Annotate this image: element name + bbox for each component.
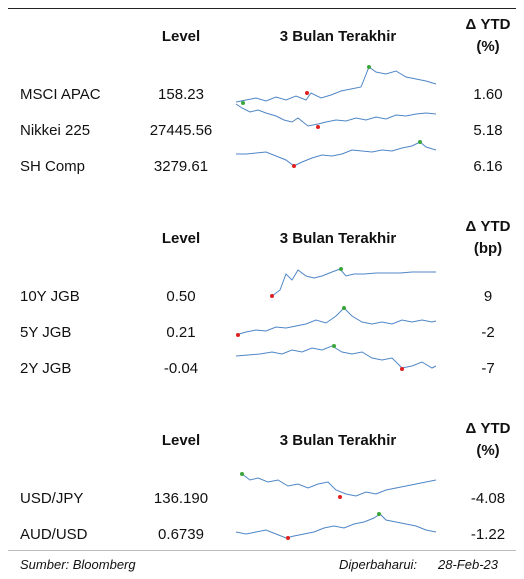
header-unit: (bp)	[473, 240, 503, 257]
row-level: 3279.61	[153, 158, 209, 175]
row-level: -0.04	[163, 360, 199, 377]
sparkline	[235, 101, 437, 129]
row-ytd: 6.16	[473, 158, 503, 175]
row-ytd: -7	[481, 360, 495, 377]
header-level: Level	[161, 432, 201, 449]
row-level: 0.21	[166, 324, 196, 341]
header-ytd: Δ YTD	[465, 218, 511, 235]
row-name: Nikkei 225	[20, 122, 91, 139]
header-ytd: Δ YTD	[465, 16, 511, 33]
header-unit: (%)	[476, 442, 500, 459]
header-chart: 3 Bulan Terakhir	[279, 230, 397, 247]
row-name: MSCI APAC	[20, 86, 101, 103]
sparkline	[270, 267, 436, 298]
updated-date: 28-Feb-23	[438, 557, 498, 572]
row-name: 5Y JGB	[20, 324, 72, 341]
row-name: AUD/USD	[20, 526, 88, 543]
row-level: 158.23	[158, 86, 204, 103]
sparkline	[235, 344, 437, 371]
header-level: Level	[161, 28, 201, 45]
header-ytd: Δ YTD	[465, 420, 511, 437]
header-chart: 3 Bulan Terakhir	[279, 28, 397, 45]
row-level: 136.190	[153, 490, 209, 507]
footer-rule	[8, 550, 516, 551]
source: Sumber: Bloomberg	[20, 557, 136, 572]
header-chart: 3 Bulan Terakhir	[279, 432, 397, 449]
sparkline	[235, 65, 437, 103]
row-name: USD/JPY	[20, 490, 84, 507]
updated-label: Diperbaharui:	[339, 557, 418, 572]
row-name: 2Y JGB	[20, 360, 72, 377]
row-level: 0.50	[166, 288, 196, 305]
header-level: Level	[161, 230, 201, 247]
top-rule	[8, 8, 516, 9]
sparkline	[240, 472, 437, 499]
row-ytd: 1.60	[473, 86, 503, 103]
row-ytd: -2	[481, 324, 495, 341]
sparkline	[235, 512, 437, 540]
row-ytd: 9	[483, 288, 493, 305]
row-ytd: -1.22	[470, 526, 506, 543]
row-name: 10Y JGB	[20, 288, 80, 305]
row-level: 27445.56	[149, 122, 213, 139]
row-ytd: 5.18	[473, 122, 503, 139]
sparkline	[236, 140, 437, 168]
row-level: 0.6739	[158, 526, 204, 543]
row-name: SH Comp	[20, 158, 86, 175]
header-unit: (%)	[476, 38, 500, 55]
row-ytd: -4.08	[470, 490, 506, 507]
sparkline	[235, 306, 437, 337]
